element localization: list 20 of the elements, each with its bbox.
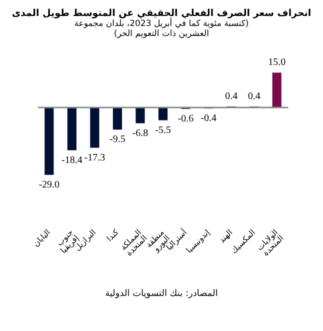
x-tick-label: إندونيسيا (184, 228, 212, 255)
data-label: -0.6 (178, 114, 194, 125)
text: المصادر: بنك التسويات الدولية (104, 289, 219, 299)
data-label: -6.8 (132, 128, 148, 139)
data-label: -18.4 (61, 154, 82, 166)
data-label: 0.4 (248, 91, 260, 102)
data-label: 0.4 (225, 91, 238, 102)
data-label: -17.3 (84, 152, 106, 164)
data-label: 15.0 (268, 57, 286, 68)
data-label: -9.5 (110, 134, 126, 146)
x-tick-label: كندا (105, 228, 120, 244)
data-label: -5.5 (155, 124, 171, 136)
chart-subtitle: (كنسبة مئوية كما في أبريل 2023، بلدان مجموعة العشرين ذات التعويم الحر) (74, 19, 249, 39)
data-label: -0.4 (200, 113, 216, 124)
x-tick-label: المملكة المتحدة (118, 228, 149, 258)
x-tick-label: الهند (217, 228, 234, 245)
chart-title: انحراف سعر الصرف الفعلي الحقيقي عن المتوسط طويل المدى (10, 8, 312, 19)
x-tick-label: الولايات المتحدة (255, 228, 286, 258)
x-tick-label: اليابان (31, 228, 52, 248)
data-label: -29.0 (38, 180, 60, 191)
